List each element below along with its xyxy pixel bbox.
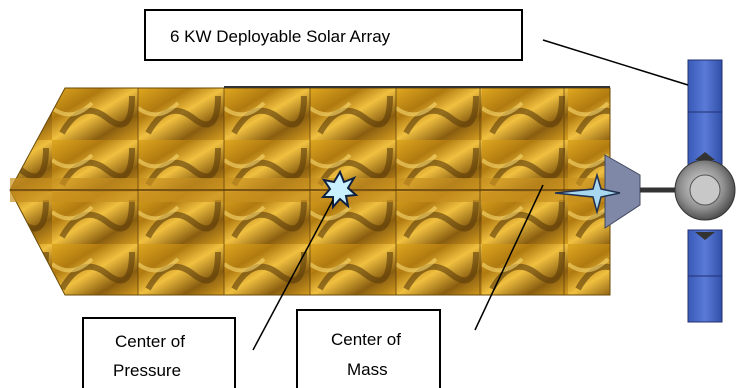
solar-sail xyxy=(10,87,610,295)
label: Center of xyxy=(331,330,401,349)
label: 6 KW Deployable Solar Array xyxy=(170,27,391,46)
spacecraft xyxy=(605,60,735,322)
diagram: 6 KW Deployable Solar Array Center of Pr… xyxy=(0,0,738,388)
label: Center of xyxy=(115,332,185,351)
label: Pressure xyxy=(113,361,181,380)
label: Mass xyxy=(347,360,388,379)
